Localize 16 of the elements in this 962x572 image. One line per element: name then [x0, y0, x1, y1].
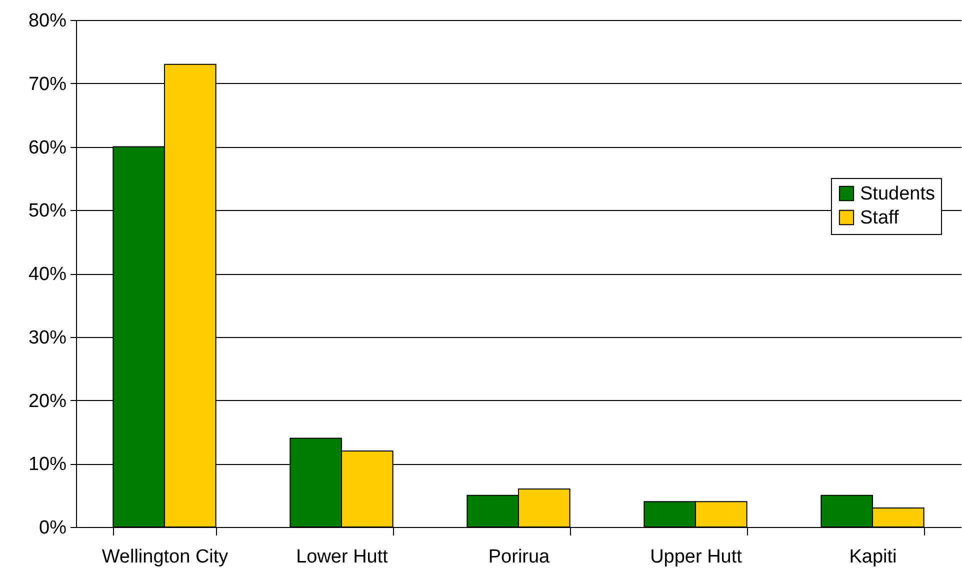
y-tick-label: 10%	[28, 454, 67, 476]
y-tick-label: 60%	[28, 137, 67, 158]
x-tick-label: Upper Hutt	[650, 546, 743, 568]
x-tick-label: Kapiti	[849, 546, 897, 568]
y-tick-label: 30%	[28, 327, 67, 348]
x-tick-label: Wellington City	[102, 546, 229, 568]
y-tick-label: 70%	[28, 74, 67, 95]
x-tick-label: Porirua	[488, 546, 550, 568]
x-tick-label: Lower Hutt	[296, 546, 389, 568]
legend-label: Students	[860, 184, 935, 204]
y-tick-label: 50%	[28, 200, 67, 222]
legend-label: Staff	[860, 208, 900, 228]
y-tick-label: 0%	[39, 518, 67, 538]
y-tick-label: 20%	[28, 390, 67, 412]
y-tick-label: 80%	[28, 10, 67, 32]
y-tick-label: 40%	[28, 264, 67, 285]
